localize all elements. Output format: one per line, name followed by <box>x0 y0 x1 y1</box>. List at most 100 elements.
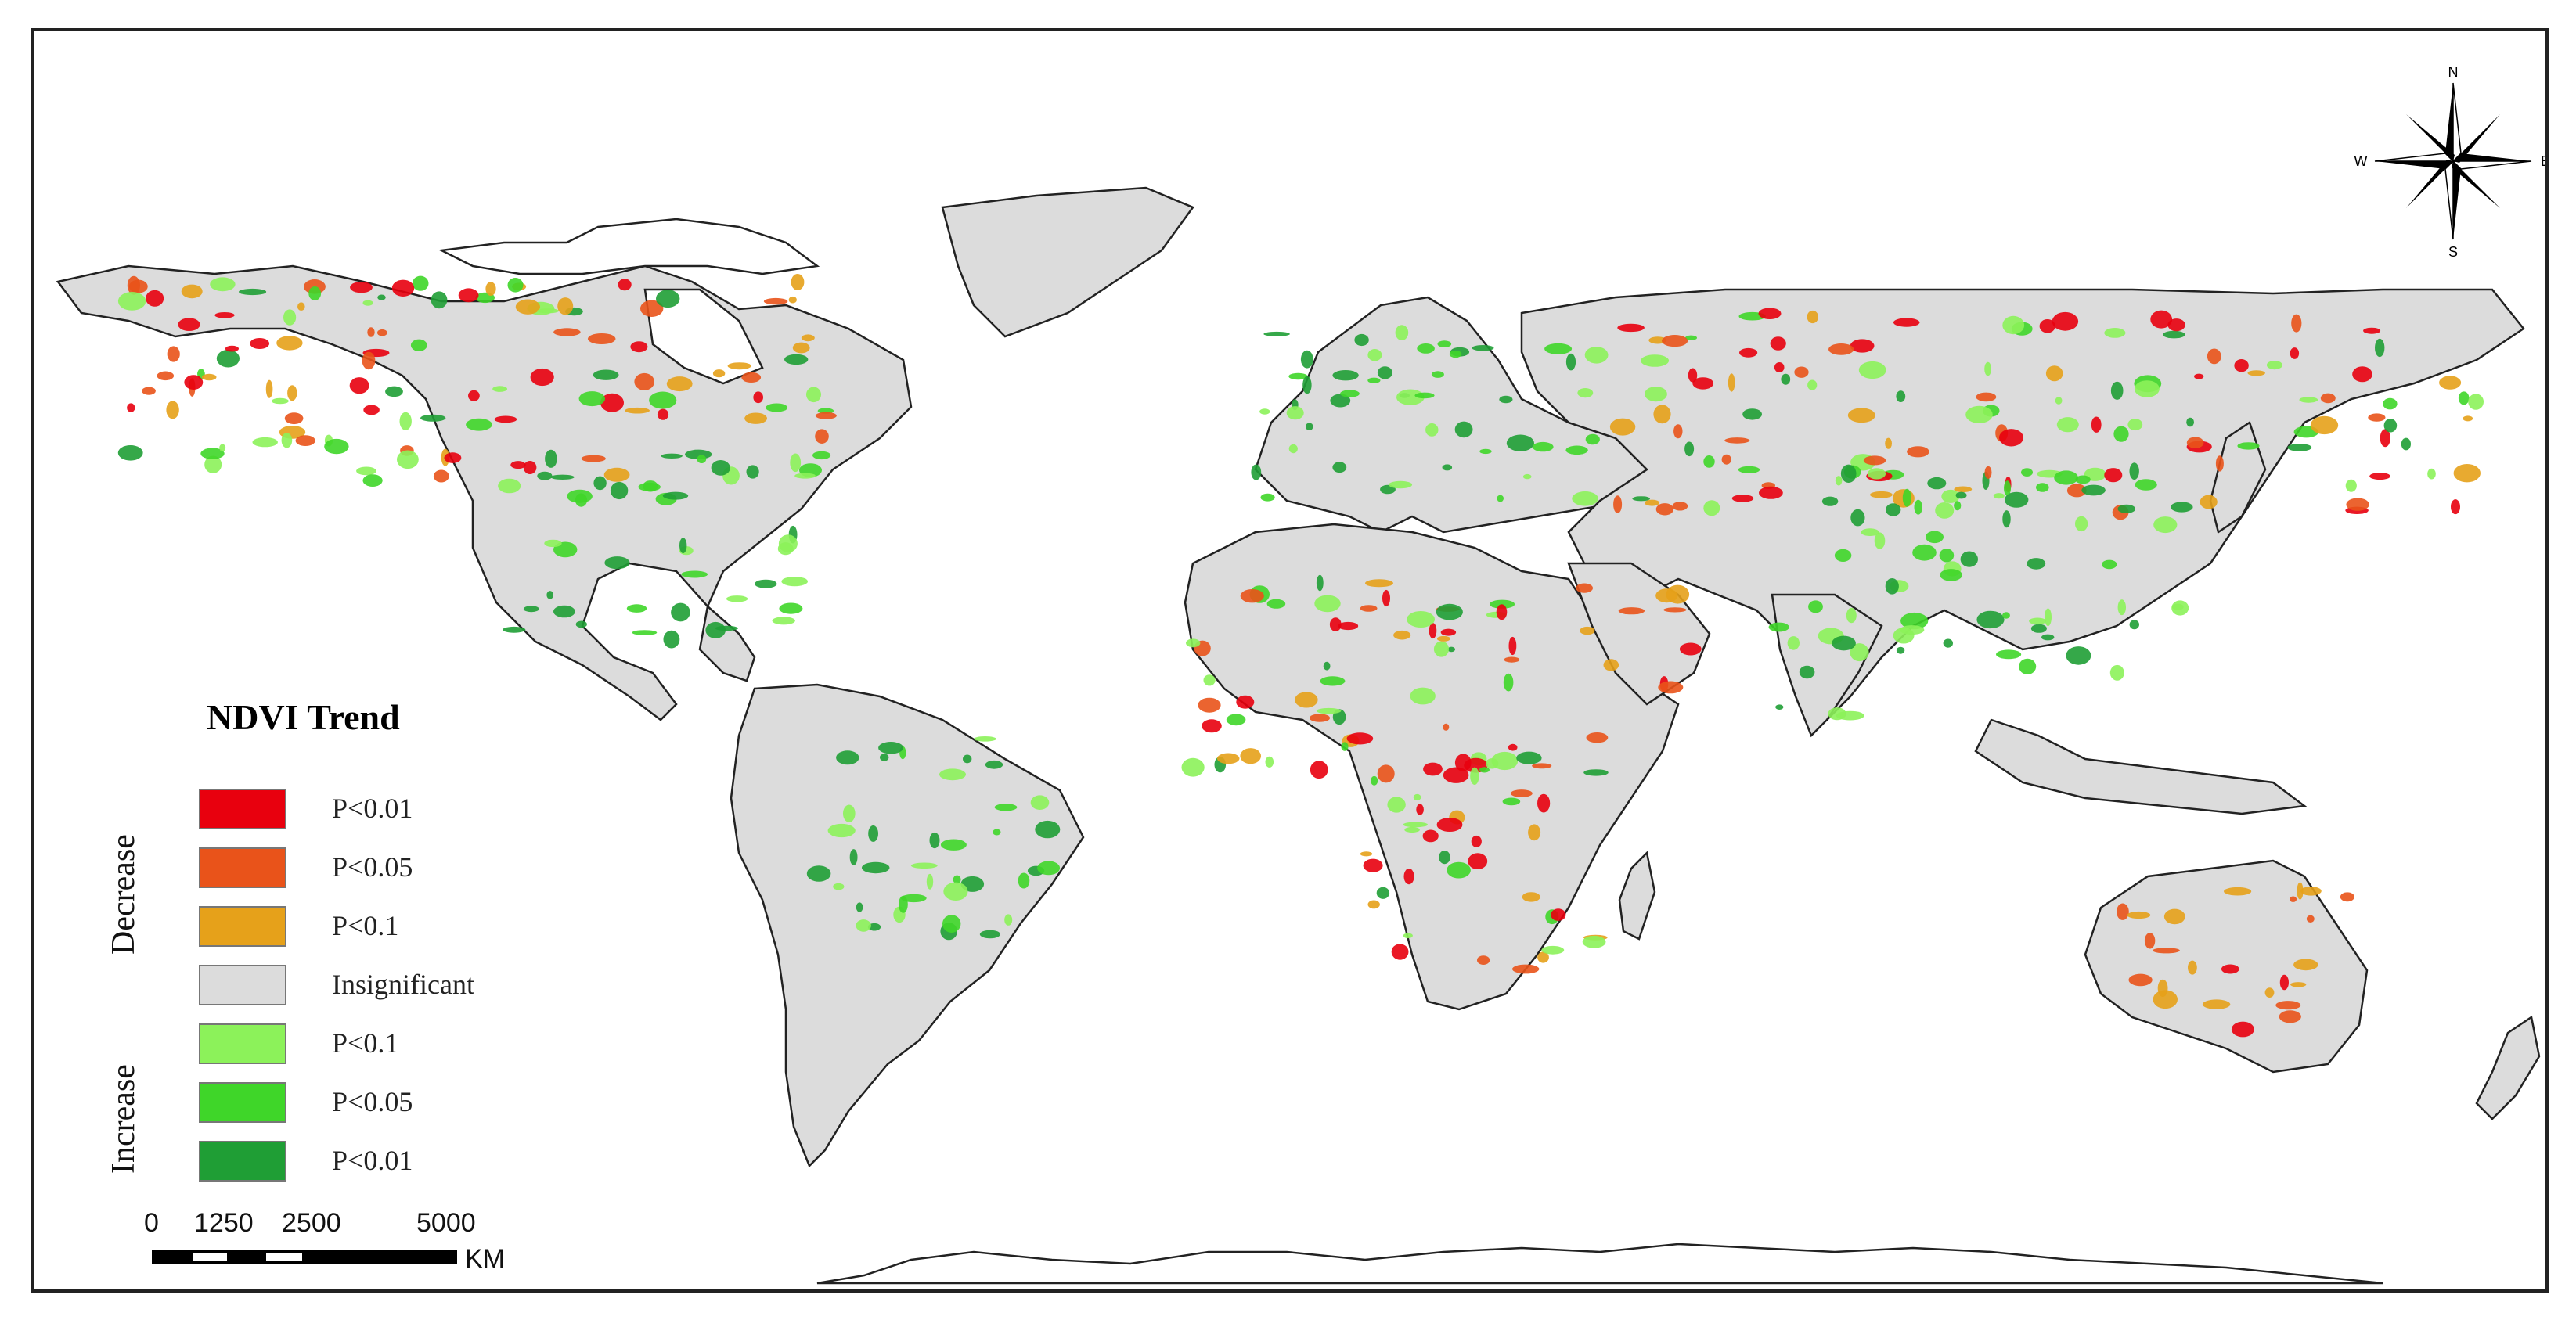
trend-patch <box>1927 477 1947 490</box>
trend-patch <box>705 621 726 638</box>
legend-swatch <box>199 1141 286 1182</box>
trend-patch <box>557 297 574 315</box>
trend-patch <box>1758 308 1782 320</box>
trend-patch <box>1332 462 1347 473</box>
trend-patch <box>216 349 240 368</box>
trend-patch <box>1266 599 1286 609</box>
trend-patch <box>812 451 831 460</box>
trend-patch <box>1896 390 1906 402</box>
trend-patch <box>210 277 236 292</box>
legend: NDVI Trend Decrease Increase P<0.01 P<0.0… <box>105 696 543 1213</box>
trend-patch <box>1508 743 1518 751</box>
north-america-landmass <box>56 264 913 721</box>
greenland-landmass <box>941 186 1194 338</box>
trend-patch <box>1030 795 1050 810</box>
trend-patch <box>1965 405 1993 423</box>
trend-patch <box>985 760 1003 769</box>
trend-patch <box>1666 584 1690 604</box>
trend-patch <box>1847 408 1875 423</box>
legend-swatch <box>199 847 286 888</box>
trend-patch <box>1582 935 1606 948</box>
trend-patch <box>801 334 815 342</box>
trend-patch <box>1685 335 1697 340</box>
trend-patch <box>1423 762 1443 776</box>
trend-patch <box>1655 503 1674 516</box>
trend-patch <box>1577 388 1594 398</box>
trend-patch <box>142 387 156 395</box>
trend-patch <box>2451 499 2460 515</box>
trend-patch <box>146 290 164 307</box>
trend-patch <box>2290 347 2300 359</box>
trend-patch <box>790 453 802 473</box>
trend-patch <box>1572 491 1598 506</box>
scale-tick-2500: 2500 <box>282 1208 341 1238</box>
trend-patch <box>510 461 526 469</box>
trend-patch <box>362 474 383 487</box>
trend-patch <box>1632 496 1650 502</box>
trend-patch <box>711 460 730 476</box>
trend-patch <box>377 329 387 336</box>
trend-patch <box>593 476 607 491</box>
trend-patch <box>1447 646 1456 653</box>
trend-patch <box>2194 373 2204 379</box>
trend-patch <box>2291 314 2302 333</box>
trend-patch <box>507 278 524 293</box>
trend-patch <box>2027 558 2046 570</box>
trend-patch <box>657 408 669 420</box>
trend-patch <box>1976 610 2005 629</box>
trend-patch <box>827 823 856 838</box>
trend-patch <box>1867 468 1886 480</box>
trend-patch <box>1662 335 1688 347</box>
trend-patch <box>2234 359 2249 372</box>
trend-patch <box>1367 377 1381 383</box>
trend-patch <box>880 754 889 761</box>
trend-patch <box>856 919 871 932</box>
trend-patch <box>1437 340 1452 347</box>
trend-patch <box>1395 325 1409 340</box>
trend-patch <box>1449 350 1462 358</box>
trend-patch <box>2352 366 2372 383</box>
trend-patch <box>656 290 680 308</box>
trend-patch <box>2104 328 2126 338</box>
trend-patch <box>362 351 376 370</box>
trend-patch <box>1522 473 1532 480</box>
trend-patch <box>1391 944 1409 960</box>
trend-patch <box>2036 483 2049 492</box>
trend-patch <box>679 538 687 553</box>
trend-patch <box>410 339 427 351</box>
trend-patch <box>1440 628 1457 636</box>
trend-patch <box>1265 756 1274 768</box>
trend-patch <box>1431 371 1444 378</box>
new-zealand-landmass <box>2475 1015 2541 1120</box>
trend-patch <box>1429 623 1437 639</box>
trend-patch <box>741 372 762 383</box>
trend-patch <box>2117 504 2136 513</box>
trend-patch <box>1393 630 1411 640</box>
trend-patch <box>1580 626 1595 635</box>
trend-patch <box>1658 681 1684 694</box>
madagascar-landmass <box>1618 851 1656 941</box>
trend-patch <box>1808 600 1823 613</box>
trend-patch <box>1954 501 1962 511</box>
trend-patch <box>1874 532 1886 549</box>
trend-patch <box>2188 960 2197 975</box>
trend-patch <box>127 403 135 412</box>
legend-row: P<0.05 <box>199 1082 543 1126</box>
trend-patch <box>204 455 222 473</box>
trend-patch <box>1673 424 1683 439</box>
trend-patch <box>1896 646 1905 654</box>
trend-patch <box>649 391 677 409</box>
trend-patch <box>2215 455 2224 472</box>
trend-patch <box>2045 608 2052 627</box>
trend-patch <box>2224 887 2252 896</box>
trend-patch <box>503 626 526 633</box>
trend-patch <box>157 371 175 381</box>
trend-patch <box>219 444 226 452</box>
trend-patch <box>640 300 664 317</box>
trend-patch <box>281 433 293 448</box>
trend-patch <box>523 461 537 474</box>
trend-patch <box>356 466 376 476</box>
trend-patch <box>363 405 380 415</box>
trend-patch <box>308 286 322 300</box>
legend-group-increase: Increase <box>106 1064 142 1174</box>
